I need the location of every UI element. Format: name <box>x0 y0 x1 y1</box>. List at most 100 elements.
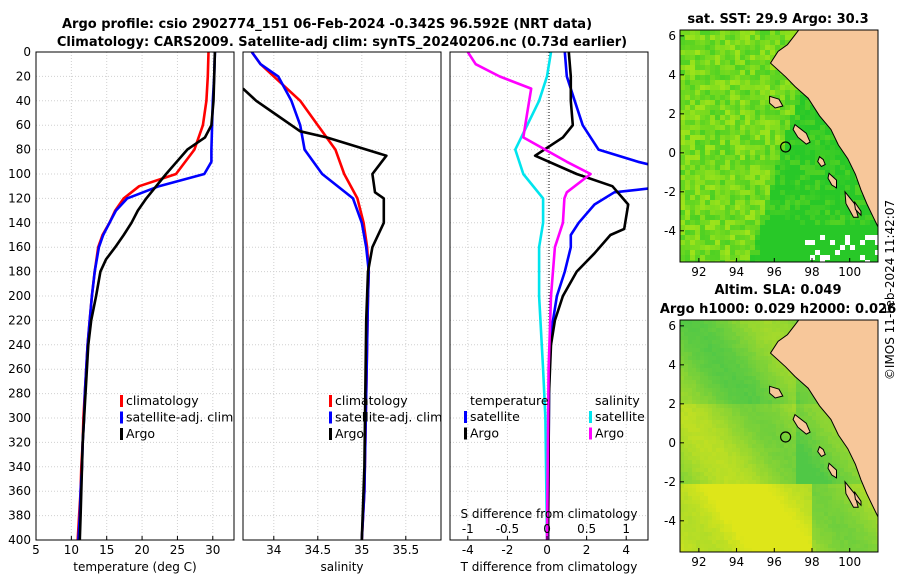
map-cell <box>760 35 766 41</box>
map-cell <box>756 512 761 517</box>
map-cell <box>770 80 776 86</box>
map-cell <box>768 348 773 353</box>
map-cell <box>744 484 749 489</box>
map-cell <box>744 480 749 485</box>
map-cell <box>765 165 771 171</box>
map-cell <box>844 480 849 485</box>
map-cell <box>855 230 861 236</box>
legend-label: satellite <box>595 409 645 424</box>
map-cell <box>710 225 716 231</box>
map-cell <box>770 250 776 256</box>
map-cell <box>788 424 793 429</box>
map-cell <box>760 512 765 517</box>
map-cell <box>692 500 697 505</box>
map-cell <box>792 492 797 497</box>
map-cell <box>810 235 816 241</box>
map-cell <box>792 532 797 537</box>
map-cell <box>772 512 777 517</box>
map-cell <box>788 504 793 509</box>
map-cell <box>840 170 846 176</box>
map-cell <box>815 245 821 251</box>
map-cell <box>720 428 725 433</box>
map-cell <box>732 448 737 453</box>
map-cell <box>796 504 801 509</box>
map-cell <box>812 444 817 449</box>
map-cell <box>710 260 716 262</box>
map-cell <box>848 484 853 489</box>
map-cell <box>775 230 781 236</box>
map-cell <box>696 404 701 409</box>
map-cell <box>775 35 781 41</box>
map-cell <box>695 115 701 121</box>
map-cell <box>760 548 765 552</box>
map-cell <box>825 250 831 256</box>
map-cell <box>750 65 756 71</box>
map-cell <box>795 260 801 262</box>
map-cell <box>732 392 737 397</box>
map-cell <box>680 500 685 505</box>
map-cell <box>688 508 693 513</box>
map-cell <box>756 340 761 345</box>
map-cell <box>708 320 713 325</box>
map-cell <box>768 500 773 505</box>
map-cell <box>868 512 873 517</box>
map-cell <box>844 540 849 545</box>
map-cell <box>768 544 773 549</box>
map-cell <box>716 520 721 525</box>
map-cell <box>695 205 701 211</box>
map-cell <box>692 476 697 481</box>
map-cell <box>760 504 765 509</box>
map-cell <box>684 396 689 401</box>
map-cell <box>776 336 781 341</box>
depth-tick-label: 180 <box>8 265 31 279</box>
map-cell <box>840 444 845 449</box>
map-cell <box>780 205 786 211</box>
map-cell <box>805 155 811 161</box>
map-cell <box>824 456 829 461</box>
map-cell <box>796 528 801 533</box>
map-cell <box>730 190 736 196</box>
map-cell <box>824 460 829 465</box>
map-cell <box>740 90 746 96</box>
map-cell <box>680 230 686 236</box>
map-cell <box>696 392 701 397</box>
map-cell <box>688 392 693 397</box>
map-cell <box>740 235 746 241</box>
map-cell <box>836 540 841 545</box>
map-cell <box>750 215 756 221</box>
map-cell <box>784 444 789 449</box>
map-cell <box>736 388 741 393</box>
map-cell <box>685 225 691 231</box>
map-cell <box>756 468 761 473</box>
map-cell <box>712 536 717 541</box>
map-cell <box>800 400 805 405</box>
map-cell <box>836 520 841 525</box>
map-cell <box>785 185 791 191</box>
map-cell <box>800 388 805 393</box>
map-cell <box>735 185 741 191</box>
map-cell <box>756 352 761 357</box>
x-tick-label: -2 <box>501 543 513 557</box>
map-cell <box>752 516 757 521</box>
map-cell <box>760 416 765 421</box>
map-cell <box>860 548 865 552</box>
legend-heading-salinity: salinity <box>595 393 640 408</box>
map-cell <box>840 160 846 166</box>
map-cell <box>764 424 769 429</box>
map-cell <box>812 500 817 505</box>
map-cell <box>724 404 729 409</box>
map-cell <box>810 195 816 201</box>
map-cell <box>748 324 753 329</box>
map-cell <box>775 165 781 171</box>
map-cell <box>765 75 771 81</box>
map-cell <box>755 50 761 56</box>
map-cell <box>688 336 693 341</box>
map-cell <box>715 120 721 126</box>
map-cell <box>810 260 816 262</box>
map-cell <box>740 65 746 71</box>
map-cell <box>704 372 709 377</box>
map-cell <box>728 332 733 337</box>
map-cell <box>752 424 757 429</box>
map-cell <box>680 460 685 465</box>
map-cell <box>730 165 736 171</box>
